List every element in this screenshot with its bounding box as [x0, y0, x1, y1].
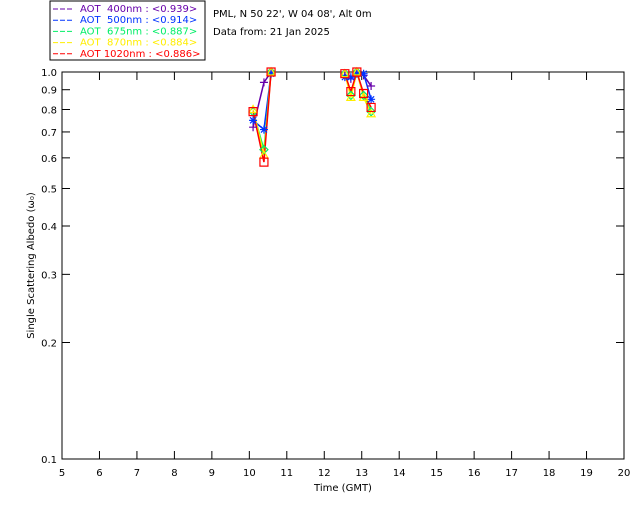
data-point — [346, 73, 355, 82]
x-tick-label: 11 — [280, 468, 293, 479]
x-tick-label: 12 — [318, 468, 331, 479]
data-point — [359, 69, 368, 78]
data-point — [248, 104, 259, 114]
series-line — [252, 69, 372, 163]
y-axis-label: Single Scattering Albedo (ω₀) — [26, 192, 37, 339]
y-tick-label: 0.5 — [41, 184, 57, 195]
x-tick-label: 19 — [580, 468, 593, 479]
data-point — [259, 78, 268, 87]
data-point — [346, 86, 356, 97]
data-point — [345, 92, 356, 101]
data-point — [352, 67, 362, 77]
y-tick-label: 0.7 — [41, 128, 57, 139]
data-point — [358, 92, 369, 101]
data-point — [367, 82, 376, 91]
x-tick-label: 20 — [618, 468, 631, 479]
x-tick-label: 10 — [243, 468, 256, 479]
data-point — [249, 123, 258, 132]
data-point — [259, 125, 268, 134]
legend-entry: AOT 675nm : <0.887> — [80, 26, 197, 37]
x-tick-label: 13 — [355, 468, 368, 479]
data-point — [346, 90, 356, 101]
x-tick-label: 17 — [505, 468, 518, 479]
site-title: PML, N 50 22', W 04 08', Alt 0m — [213, 9, 372, 20]
legend-entry: AOT 400nm : <0.939> — [80, 4, 197, 15]
x-tick-label: 18 — [543, 468, 556, 479]
y-tick-label: 0.1 — [41, 455, 57, 466]
y-tick-label: 0.2 — [41, 339, 57, 350]
data-point — [267, 69, 276, 78]
x-tick-label: 14 — [393, 468, 406, 479]
y-tick-label: 0.4 — [41, 222, 57, 233]
plot-frame — [61, 71, 625, 460]
data-point — [352, 69, 361, 78]
data-point — [366, 102, 376, 113]
x-tick-label: 5 — [59, 468, 65, 479]
y-tick-label: 1.0 — [41, 68, 57, 79]
x-tick-label: 6 — [96, 468, 102, 479]
y-tick-label: 0.8 — [41, 106, 57, 117]
legend-entry: AOT 1020nm : <0.886> — [80, 49, 200, 60]
data-point — [259, 157, 269, 167]
x-axis-label: Time (GMT) — [313, 483, 372, 494]
legend-entry: AOT 500nm : <0.914> — [80, 15, 197, 26]
data-point — [339, 68, 350, 78]
y-tick-label: 0.6 — [41, 154, 57, 165]
data-point — [358, 90, 369, 101]
data-point — [248, 107, 258, 117]
x-tick-label: 15 — [430, 468, 443, 479]
x-tick-label: 9 — [209, 468, 215, 479]
data-point — [367, 95, 376, 104]
data-point — [366, 106, 376, 117]
data-point — [249, 116, 258, 125]
x-tick-label: 7 — [134, 468, 140, 479]
y-tick-label: 0.3 — [41, 270, 57, 281]
data-point — [266, 66, 277, 76]
data-point — [266, 67, 276, 77]
data-point — [366, 108, 377, 118]
data-point — [259, 144, 269, 155]
legend-box — [49, 0, 206, 61]
data-point — [340, 69, 350, 79]
data-point — [351, 66, 362, 76]
data-date: Data from: 21 Jan 2025 — [213, 27, 330, 38]
x-tick-label: 16 — [468, 468, 481, 479]
data-point — [359, 88, 369, 99]
legend-entry: AOT 870nm : <0.884> — [80, 38, 197, 49]
y-tick-label: 0.9 — [41, 86, 57, 97]
x-tick-label: 8 — [171, 468, 177, 479]
